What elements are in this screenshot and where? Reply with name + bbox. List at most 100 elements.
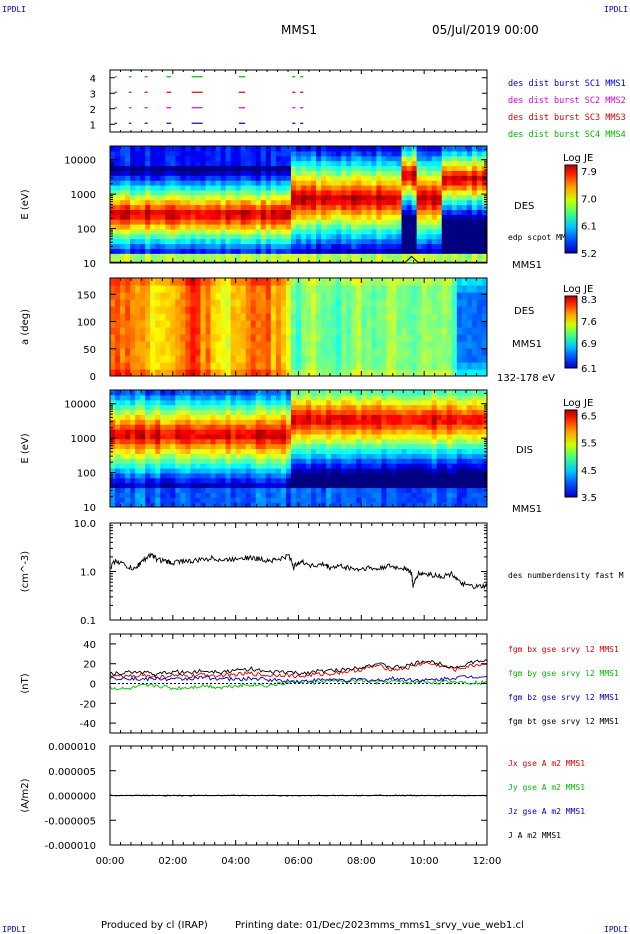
spectrogram-cell (376, 299, 383, 307)
spectrogram-cell (210, 348, 217, 356)
spectrogram-cell (426, 165, 433, 171)
spectrogram-cell (260, 243, 267, 249)
spectrogram-cell (306, 429, 312, 435)
panel-label: DES (514, 201, 534, 212)
spectrogram-cell (120, 155, 126, 162)
spectrogram-cell (476, 348, 483, 356)
spectrogram-cell (185, 248, 192, 254)
spectrogram-cell (215, 482, 222, 489)
spectrogram-cell (451, 248, 458, 254)
spectrogram-cell (396, 394, 403, 401)
spectrogram-cell (361, 243, 367, 249)
spectrogram-cell (436, 175, 443, 181)
spectrogram-cell (290, 477, 297, 484)
spectrogram-cell (265, 424, 272, 430)
spectrogram-cell (210, 238, 217, 245)
spectrogram-cell (205, 453, 212, 459)
spectrogram-cell (255, 355, 262, 363)
spectrogram-cell (250, 497, 257, 503)
spectrogram-cell (351, 194, 357, 201)
spectrogram-cell (185, 219, 192, 225)
spectrogram-cell (130, 285, 136, 293)
spectrogram-cell (275, 313, 282, 321)
spectrogram-cell (235, 180, 242, 186)
spectrogram-cell (351, 224, 357, 230)
spectrogram-cell (386, 214, 393, 220)
spectrogram-cell (215, 258, 222, 263)
spectrogram-cell (301, 448, 307, 454)
spectrogram-cell (265, 482, 272, 489)
spectrogram-cell (311, 497, 317, 503)
spectrogram-cell (200, 492, 207, 498)
spectrogram-cell (321, 320, 327, 328)
spectrogram-cell (245, 369, 252, 376)
spectrogram-cell (326, 348, 332, 356)
spectrogram-cell (391, 362, 398, 370)
spectrogram-cell (416, 404, 423, 411)
spectrogram-cell (476, 209, 483, 215)
spectrogram-cell (436, 189, 443, 196)
spectrogram-cell (331, 502, 337, 507)
spectrogram-cell (135, 320, 141, 328)
spectrogram-cell (175, 453, 181, 459)
spectrogram-cell (321, 185, 327, 191)
y-tick-label: 50 (83, 345, 96, 356)
spectrogram-cell (245, 492, 252, 498)
spectrogram-cell (431, 429, 438, 435)
spectrogram-cell (180, 199, 186, 206)
spectrogram-cell (336, 233, 342, 240)
spectrogram-cell (331, 175, 337, 181)
spectrogram-cell (125, 313, 131, 321)
spectrogram-cell (215, 394, 222, 401)
spectrogram-cell (311, 327, 317, 335)
spectrogram-cell (436, 502, 443, 507)
spectrogram-cell (456, 341, 463, 349)
spectrogram-cell (466, 170, 473, 176)
spectrogram-cell (285, 180, 292, 186)
spectrogram-cell (185, 180, 192, 186)
spectrogram-cell (155, 248, 161, 254)
spectrogram-cell (165, 292, 171, 300)
spectrogram-cell (346, 369, 352, 376)
spectrogram-cell (431, 204, 438, 210)
spectrogram-cell (180, 160, 186, 167)
spectrogram-cell (326, 248, 332, 254)
spectrogram-cell (185, 285, 192, 293)
spectrogram-cell (396, 348, 403, 356)
spectrogram-cell (301, 369, 307, 376)
spectrogram-cell (220, 299, 227, 307)
spectrogram-cell (205, 199, 212, 206)
spectrogram-cell (120, 306, 126, 314)
spectrogram-cell (195, 497, 202, 503)
spectrogram-cell (275, 433, 282, 440)
spectrogram-cell (391, 224, 398, 230)
spectrogram-cell (451, 146, 458, 152)
spectrogram-cell (290, 228, 297, 235)
spectrogram-cell (270, 502, 277, 507)
spectrogram-cell (275, 285, 282, 293)
spectrogram-cell (311, 492, 317, 498)
spectrogram-cell (366, 348, 372, 356)
spectrogram-cell (245, 341, 252, 349)
spectrogram-cell (426, 299, 433, 307)
spectrogram-cell (471, 189, 478, 196)
colorbar-tick-label: 6.9 (581, 339, 597, 350)
spectrogram-cell (135, 214, 141, 220)
spectrogram-cell (346, 492, 352, 498)
spectrogram-cell (195, 306, 202, 314)
spectrogram-cell (290, 419, 297, 425)
spectrogram-cell (401, 394, 408, 401)
spectrogram-cell (275, 327, 282, 335)
spectrogram-cell (331, 487, 337, 493)
spectrogram-cell (205, 285, 212, 293)
spectrogram-cell (426, 209, 433, 215)
spectrogram-cell (426, 443, 433, 450)
spectrogram-cell (351, 438, 357, 445)
spectrogram-cell (366, 482, 372, 489)
spectrogram-cell (155, 194, 161, 201)
spectrogram-cell (260, 224, 267, 230)
spectrogram-cell (336, 472, 342, 479)
spectrogram-cell (225, 390, 232, 396)
spectrogram-cell (416, 320, 423, 328)
spectrogram-cell (200, 394, 207, 401)
